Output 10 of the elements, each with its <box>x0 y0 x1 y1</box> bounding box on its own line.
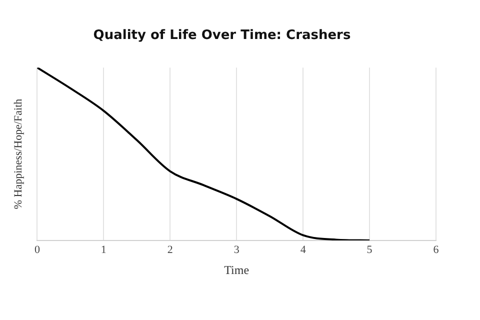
x-tick-label: 5 <box>366 244 373 256</box>
x-axis-title: Time <box>224 262 250 277</box>
x-tick-label: 0 <box>34 244 40 256</box>
x-tick-label: 4 <box>300 244 306 256</box>
x-tick-label: 2 <box>167 244 173 256</box>
x-tick-label: 1 <box>100 244 106 256</box>
x-tick-label: 3 <box>234 244 240 256</box>
chart-title: Quality of Life Over Time: Crashers <box>93 28 351 44</box>
x-tick-label: 6 <box>433 244 440 256</box>
y-axis-title: % Happiness/Hope/Faith <box>12 98 24 210</box>
